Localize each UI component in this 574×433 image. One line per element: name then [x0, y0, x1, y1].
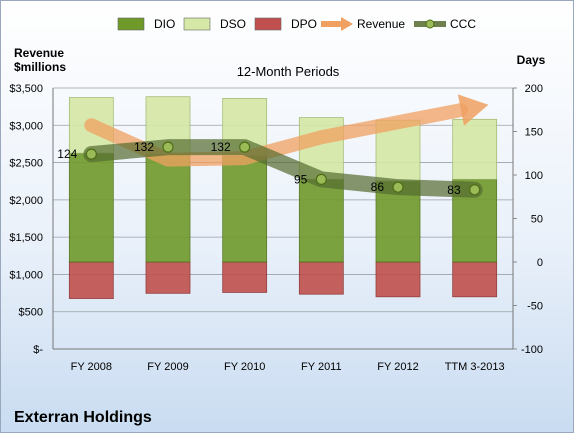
right-tick-label: -50: [527, 301, 543, 313]
chart-title: 12-Month Periods: [237, 64, 340, 79]
revenue-arrow-head: [457, 94, 489, 126]
right-tick-label: 0: [537, 257, 543, 269]
legend-swatch-ccc-marker: [425, 19, 435, 29]
ccc-data-label: 83: [447, 183, 461, 197]
left-axis-label-line1: Revenue: [14, 46, 64, 60]
category-label: FY 2008: [71, 361, 112, 373]
left-tick-label: $3,500: [9, 83, 43, 95]
ccc-point: [469, 184, 481, 196]
bar-dpo: [68, 261, 114, 299]
left-tick-label: $2,000: [9, 195, 43, 207]
legend-swatch-dio: [117, 17, 145, 31]
bar-dpo: [222, 261, 268, 293]
right-tick-label: 200: [525, 83, 543, 95]
bar-dso: [452, 118, 498, 180]
left-tick-label: $-: [33, 344, 43, 356]
category-label: FY 2011: [301, 361, 342, 373]
left-tick-label: $1,500: [9, 232, 43, 244]
ccc-data-label: 86: [371, 180, 385, 194]
bar-dpo: [298, 261, 344, 295]
right-tick-label: 150: [525, 127, 543, 139]
company-name: Exterran Holdings: [14, 409, 152, 426]
legend-swatch-dpo: [254, 17, 282, 31]
bar-dio: [145, 153, 191, 263]
left-axis-label-line2: $millions: [14, 60, 66, 74]
category-label: FY 2012: [377, 361, 418, 373]
ccc-data-label: 132: [134, 140, 154, 154]
legend-label-dpo: DPO: [291, 17, 317, 31]
legend-swatch-revenue-head: [341, 17, 353, 31]
ccc-line: [83, 139, 483, 198]
ccc-data-label: 95: [294, 172, 308, 186]
ccc-point: [315, 173, 327, 185]
bar-dpo: [375, 261, 421, 298]
bar-dpo: [452, 261, 498, 298]
ccc-data-label: 132: [211, 140, 231, 154]
ccc-point: [392, 181, 404, 193]
left-tick-label: $500: [19, 307, 43, 319]
ccc-point: [162, 141, 174, 153]
legend-swatch-dso: [183, 17, 211, 31]
ccc-data-label: 124: [57, 147, 77, 161]
bar-dpo: [145, 261, 191, 294]
right-axis-label: Days: [517, 53, 546, 67]
right-tick-label: 100: [525, 170, 543, 182]
bar-dio: [222, 155, 268, 263]
left-tick-label: $1,000: [9, 269, 43, 281]
ccc-point: [239, 141, 251, 153]
category-label: FY 2009: [147, 361, 188, 373]
left-tick-label: $3,000: [9, 120, 43, 132]
category-label: TTM 3-2013: [445, 361, 505, 373]
legend-label-dso: DSO: [220, 17, 246, 31]
category-label: FY 2010: [224, 361, 265, 373]
legend-label-revenue: Revenue: [357, 17, 405, 31]
right-tick-label: 50: [531, 214, 543, 226]
left-tick-label: $2,500: [9, 158, 43, 170]
legend-label-dio: DIO: [154, 17, 175, 31]
right-tick-label: -100: [521, 344, 543, 356]
legend-label-ccc: CCC: [450, 17, 476, 31]
bar-dio: [68, 152, 114, 263]
bar-dio: [298, 178, 344, 263]
ccc-point: [85, 148, 97, 160]
